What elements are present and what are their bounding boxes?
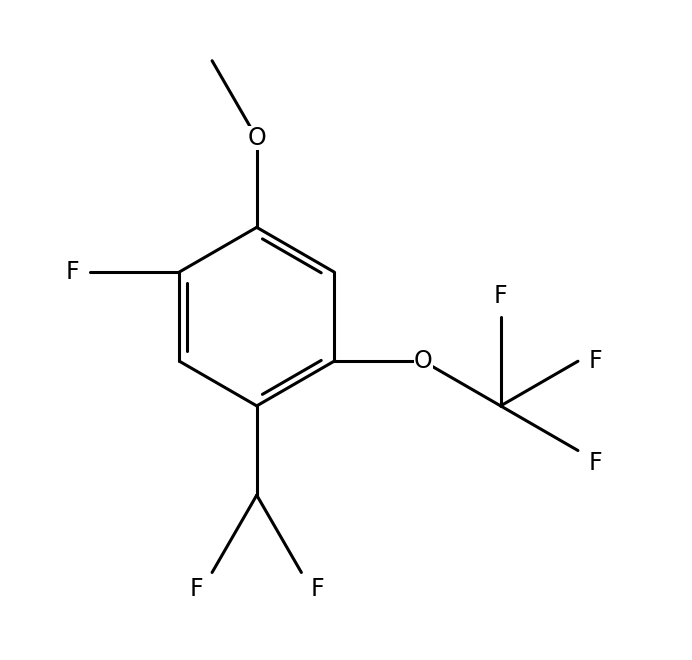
Text: F: F <box>310 577 324 601</box>
Text: F: F <box>589 451 602 475</box>
Text: F: F <box>66 260 80 284</box>
Text: F: F <box>190 577 203 601</box>
Text: F: F <box>494 284 507 308</box>
Text: O: O <box>414 349 432 374</box>
Text: F: F <box>589 349 602 374</box>
Text: O: O <box>247 126 266 150</box>
